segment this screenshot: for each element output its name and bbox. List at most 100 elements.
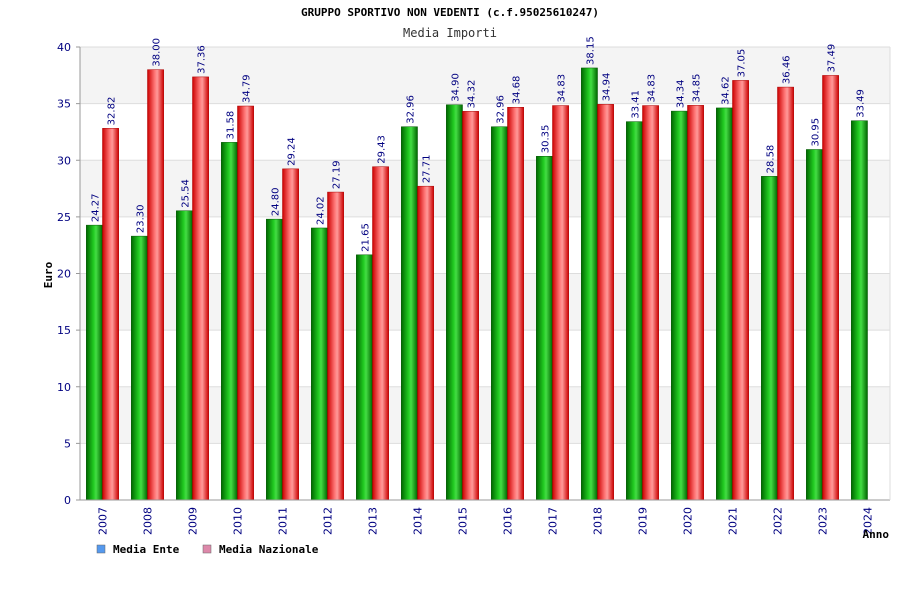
bar-media-nazionale <box>417 185 434 501</box>
bar-media-nazionale <box>777 86 794 501</box>
data-label: 32.82 <box>107 97 118 126</box>
data-label: 33.41 <box>630 90 641 119</box>
value-labels: 24.27 32.82 23.30 38.00 25.54 37.36 31.58 34.79… <box>90 36 866 252</box>
chart-title: GRUPPO SPORTIVO NON VEDENTI (c.f.9502561… <box>301 6 599 19</box>
bar-media-ente <box>491 126 508 501</box>
y-tick-label: 10 <box>57 381 71 394</box>
x-tick-label: 2008 <box>142 507 155 535</box>
x-tick-label: 2017 <box>547 507 560 535</box>
y-axis-title: Euro <box>42 261 55 288</box>
bar-media-ente <box>356 254 373 501</box>
x-tick-label: 2024 <box>862 507 875 535</box>
chart-subtitle: Media Importi <box>403 26 497 40</box>
grid-band <box>80 443 890 500</box>
bar-media-ente <box>221 142 238 501</box>
bar-media-ente <box>176 210 193 501</box>
legend-swatch-media-ente <box>96 544 106 554</box>
data-label: 24.80 <box>270 187 281 216</box>
x-tick-label: 2012 <box>322 507 335 535</box>
bar-media-ente <box>806 149 823 501</box>
legend: Media Ente Media Nazionale <box>96 543 319 556</box>
x-tick-label: 2018 <box>592 507 605 535</box>
y-tick-label: 0 <box>64 494 71 507</box>
data-label: 34.83 <box>647 74 658 103</box>
y-tick-label: 5 <box>64 437 71 450</box>
bar-media-nazionale <box>687 105 704 501</box>
bar-media-ente <box>86 224 103 501</box>
bar-media-nazionale <box>507 106 524 501</box>
x-tick-label: 2007 <box>97 507 110 535</box>
data-label: 34.90 <box>450 73 461 102</box>
data-label: 34.85 <box>692 74 703 103</box>
data-label: 34.34 <box>675 79 686 108</box>
x-tick-label: 2016 <box>502 507 515 535</box>
bar-media-ente <box>716 107 733 501</box>
x-tick-label: 2009 <box>187 507 200 535</box>
bar-media-ente <box>626 121 643 501</box>
bar-media-nazionale <box>192 76 209 501</box>
bar-media-nazionale <box>282 168 299 501</box>
bar-media-ente <box>851 120 868 501</box>
data-label: 34.62 <box>720 76 731 105</box>
data-label: 34.32 <box>467 80 478 109</box>
x-tick-label: 2013 <box>367 507 380 535</box>
y-tick-label: 15 <box>57 324 71 337</box>
bar-media-nazionale <box>822 75 839 501</box>
data-label: 36.46 <box>782 55 793 84</box>
bar-media-ente <box>446 104 463 501</box>
data-label: 30.95 <box>810 118 821 147</box>
data-label: 27.71 <box>422 155 433 184</box>
bar-media-nazionale <box>102 128 119 501</box>
data-label: 30.35 <box>540 125 551 154</box>
y-tick-label: 35 <box>57 98 71 111</box>
x-tick-label: 2023 <box>817 507 830 535</box>
grid-band <box>80 330 890 387</box>
bar-media-ente <box>761 176 778 501</box>
x-tick-label: 2022 <box>772 507 785 535</box>
x-tick-label: 2021 <box>727 507 740 535</box>
grid-band <box>80 47 890 104</box>
bar-media-nazionale <box>462 111 479 501</box>
bar-media-ente <box>671 110 688 501</box>
bar-media-ente <box>266 218 283 501</box>
bar-media-nazionale <box>327 191 344 501</box>
x-tick-label: 2011 <box>277 507 290 535</box>
axes <box>76 46 891 501</box>
data-label: 38.00 <box>152 38 163 67</box>
bar-media-ente <box>311 227 328 501</box>
bar-media-ente <box>401 126 418 501</box>
data-label: 28.58 <box>765 145 776 174</box>
data-label: 29.24 <box>287 137 298 166</box>
grid-band <box>80 273 890 331</box>
data-label: 33.49 <box>855 89 866 118</box>
y-tick-label: 25 <box>57 211 71 224</box>
ticks: 0 5 10 15 20 25 30 35 40 2007 2008 2009 2010 2011 2012… <box>57 41 875 535</box>
legend-label-media-nazionale: Media Nazionale <box>219 543 319 556</box>
bar-media-nazionale <box>597 104 614 501</box>
data-label: 27.19 <box>332 160 343 189</box>
data-label: 37.49 <box>827 44 838 73</box>
data-label: 34.83 <box>557 74 568 103</box>
legend-label-media-ente: Media Ente <box>113 543 180 556</box>
data-label: 31.58 <box>225 111 236 140</box>
bar-media-nazionale <box>147 69 164 501</box>
bar-media-nazionale <box>732 80 749 501</box>
data-label: 23.30 <box>135 204 146 233</box>
x-tick-label: 2010 <box>232 507 245 535</box>
bar-media-nazionale <box>372 166 389 501</box>
y-tick-label: 30 <box>57 154 71 167</box>
data-label: 38.15 <box>585 36 596 65</box>
data-label: 34.94 <box>602 73 613 102</box>
data-label: 34.68 <box>512 76 523 105</box>
data-label: 37.36 <box>197 45 208 74</box>
data-label: 34.79 <box>242 74 253 103</box>
plot-area <box>80 47 890 500</box>
bar-media-ente <box>581 67 598 501</box>
y-tick-label: 40 <box>57 41 71 54</box>
grid-band <box>80 160 890 217</box>
bar-media-ente <box>536 156 553 501</box>
data-label: 25.54 <box>180 179 191 208</box>
data-label: 32.96 <box>405 95 416 124</box>
grid-band <box>80 386 890 444</box>
